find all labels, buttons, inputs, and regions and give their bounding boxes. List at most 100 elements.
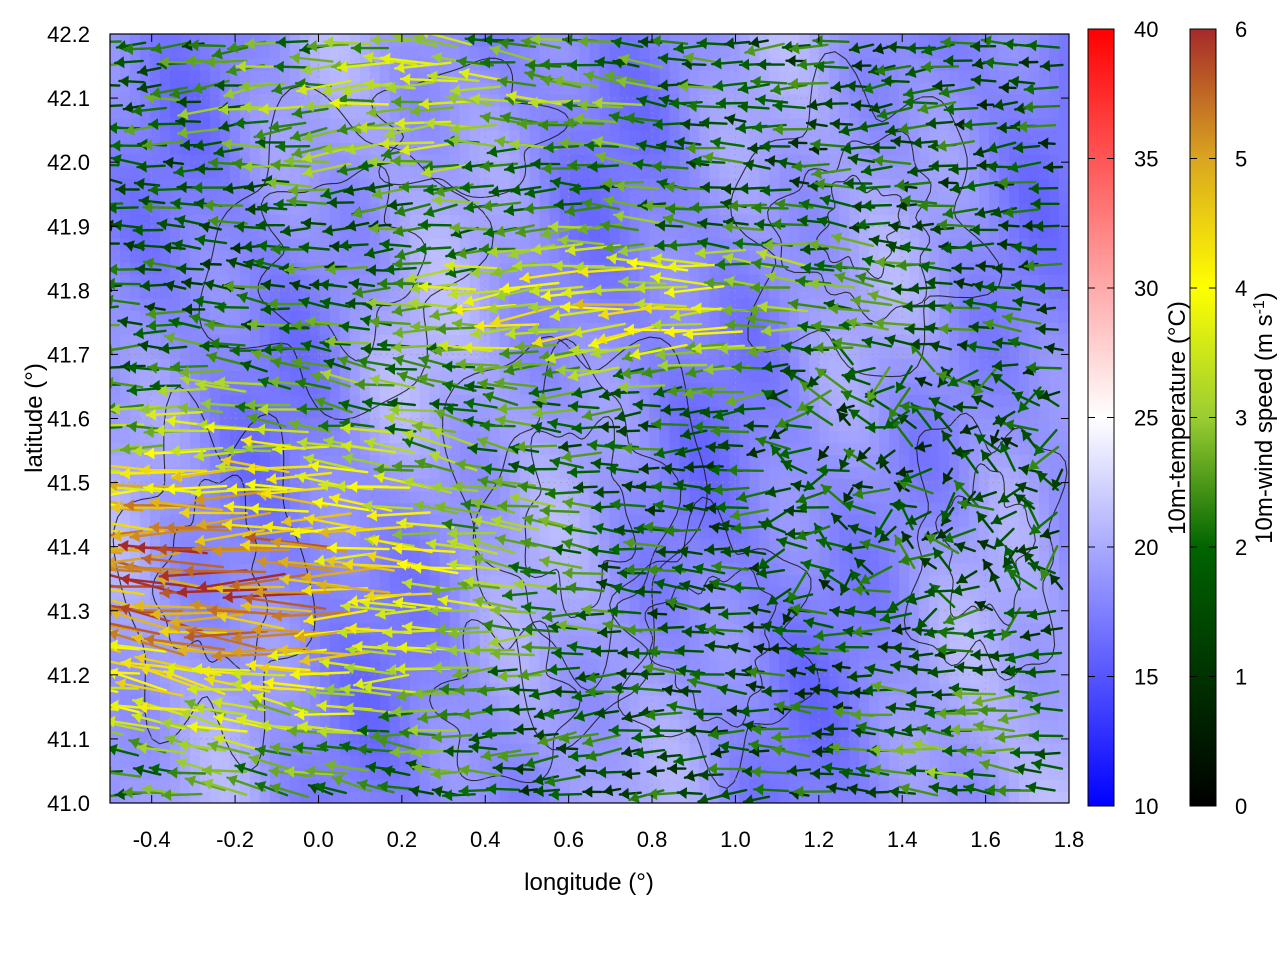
heatmap-cell: [409, 346, 421, 360]
heatmap-cell: [110, 430, 121, 444]
heatmap-cell: [639, 634, 651, 648]
heatmap-cell: [399, 646, 411, 660]
heatmap-cell: [389, 130, 401, 143]
heatmap-cell: [129, 550, 141, 564]
heatmap-cell: [219, 250, 231, 263]
heatmap-cell: [639, 190, 651, 203]
heatmap-cell: [819, 406, 830, 420]
heatmap-cell: [829, 418, 840, 432]
heatmap-cell: [569, 406, 581, 420]
heatmap-cell: [599, 46, 611, 59]
heatmap-cell: [429, 466, 441, 480]
heatmap-cell: [119, 634, 131, 648]
heatmap-cell: [209, 370, 221, 384]
heatmap-cell: [669, 610, 681, 624]
heatmap-cell: [819, 346, 830, 360]
heatmap-cell: [689, 166, 700, 179]
heatmap-cell: [149, 166, 161, 179]
heatmap-cell: [559, 466, 571, 480]
heatmap-cell: [529, 394, 541, 408]
heatmap-cell: [529, 490, 541, 504]
heatmap-cell: [659, 478, 671, 492]
heatmap-cell: [609, 778, 621, 792]
heatmap-cell: [679, 178, 690, 191]
heatmap-cell: [379, 430, 391, 444]
heatmap-cell: [489, 370, 501, 384]
heatmap-cell: [359, 262, 371, 275]
heatmap-cell: [849, 610, 860, 624]
heatmap-cell: [309, 730, 321, 744]
heatmap-cell: [599, 142, 611, 155]
heatmap-cell: [749, 46, 760, 59]
heatmap-cell: [299, 430, 311, 444]
heatmap-cell: [709, 214, 720, 227]
heatmap-cell: [569, 598, 581, 612]
heatmap-cell: [729, 322, 740, 335]
heatmap-cell: [539, 190, 551, 203]
heatmap-cell: [539, 466, 551, 480]
heatmap-cell: [579, 154, 591, 167]
heatmap-cell: [219, 214, 231, 227]
heatmap-cell: [769, 274, 780, 287]
heatmap-cell: [119, 94, 131, 107]
heatmap-cell: [859, 394, 870, 408]
heatmap-cell: [809, 130, 820, 143]
heatmap-cell: [579, 322, 591, 335]
heatmap-cell: [829, 58, 840, 71]
heatmap-cell: [239, 190, 251, 203]
heatmap-cell: [139, 394, 151, 408]
heatmap-cell: [509, 646, 521, 660]
heatmap-cell: [259, 418, 271, 432]
heatmap-cell: [699, 130, 710, 143]
heatmap-cell: [659, 34, 671, 47]
heatmap-cell: [579, 190, 591, 203]
heatmap-cell: [119, 58, 131, 71]
heatmap-cell: [269, 394, 281, 408]
heatmap-cell: [599, 370, 611, 384]
heatmap-cell: [619, 418, 631, 432]
heatmap-cell: [389, 322, 401, 335]
heatmap-cell: [209, 478, 221, 492]
heatmap-cell: [259, 46, 271, 59]
heatmap-cell: [589, 226, 601, 239]
heatmap-cell: [639, 250, 651, 263]
heatmap-cell: [139, 298, 151, 311]
heatmap-cell: [749, 526, 760, 540]
heatmap-cell: [689, 250, 700, 263]
heatmap-cell: [679, 106, 690, 119]
heatmap-cell: [499, 466, 511, 480]
heatmap-cell: [269, 574, 281, 588]
heatmap-cell: [379, 46, 391, 59]
heatmap-cell: [219, 70, 231, 83]
heatmap-cell: [739, 106, 750, 119]
heatmap-cell: [779, 382, 790, 396]
heatmap-cell: [429, 202, 441, 215]
heatmap-cell: [110, 130, 121, 143]
heatmap-cell: [219, 526, 231, 540]
heatmap-cell: [649, 202, 661, 215]
heatmap-cell: [699, 610, 710, 624]
heatmap-cell: [729, 178, 740, 191]
heatmap-cell: [459, 142, 471, 155]
heatmap-cell: [369, 94, 381, 107]
heatmap-cell: [139, 442, 151, 456]
heatmap-cell: [609, 346, 621, 360]
heatmap-cell: [679, 490, 690, 504]
heatmap-cell: [159, 166, 171, 179]
heatmap-cell: [529, 742, 541, 756]
heatmap-cell: [819, 718, 830, 732]
heatmap-cell: [699, 574, 710, 588]
heatmap-cell: [829, 754, 840, 768]
heatmap-cell: [389, 634, 401, 648]
heatmap-cell: [629, 754, 641, 768]
heatmap-cell: [879, 250, 890, 263]
heatmap-cell: [529, 130, 541, 143]
heatmap-cell: [319, 442, 331, 456]
heatmap-cell: [249, 778, 261, 792]
heatmap-cell: [759, 454, 770, 468]
heatmap-cell: [339, 286, 351, 299]
heatmap-cell: [339, 214, 351, 227]
heatmap-cell: [539, 646, 551, 660]
heatmap-cell: [369, 130, 381, 143]
heatmap-cell: [709, 598, 720, 612]
